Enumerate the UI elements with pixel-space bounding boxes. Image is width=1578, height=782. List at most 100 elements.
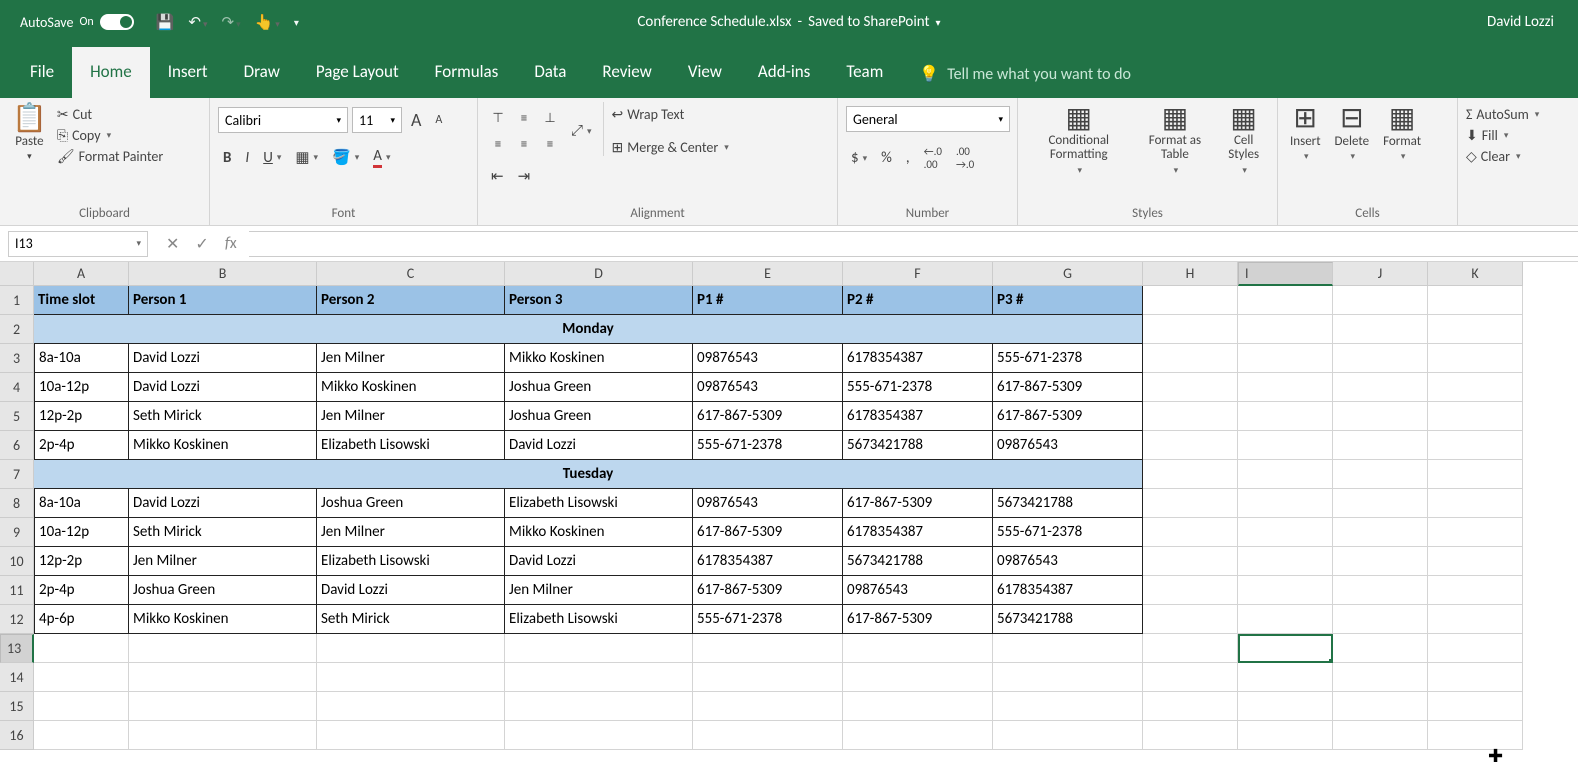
cell[interactable]: 617-867-5309 <box>993 402 1143 431</box>
cell[interactable] <box>693 692 843 721</box>
cell[interactable] <box>1333 344 1428 373</box>
cell[interactable]: P2 # <box>843 286 993 315</box>
cell[interactable]: Elizabeth Lisowski <box>317 431 505 460</box>
column-header[interactable]: J <box>1333 262 1428 286</box>
cell[interactable] <box>317 692 505 721</box>
row-header[interactable]: 13 <box>0 634 34 663</box>
cell[interactable]: Mikko Koskinen <box>317 373 505 402</box>
row-header[interactable]: 4 <box>0 373 34 402</box>
cell[interactable]: Seth Mirick <box>129 518 317 547</box>
cell[interactable] <box>1238 344 1333 373</box>
decrease-font-icon[interactable]: A <box>430 110 447 130</box>
column-header[interactable]: D <box>505 262 693 286</box>
cell[interactable]: Mikko Koskinen <box>505 344 693 373</box>
row-header[interactable]: 15 <box>0 692 34 721</box>
cell[interactable] <box>1333 402 1428 431</box>
column-header[interactable]: B <box>129 262 317 286</box>
row-header[interactable]: 5 <box>0 402 34 431</box>
align-center-icon[interactable]: ≡ <box>512 132 536 156</box>
cell[interactable]: 09876543 <box>993 431 1143 460</box>
cell[interactable]: Person 3 <box>505 286 693 315</box>
cell[interactable] <box>1428 576 1523 605</box>
cell[interactable] <box>129 692 317 721</box>
cell[interactable] <box>1238 373 1333 402</box>
italic-button[interactable]: I <box>240 146 254 170</box>
cell[interactable] <box>1333 547 1428 576</box>
font-name-select[interactable]: Calibri▾ <box>218 107 348 133</box>
cell[interactable] <box>1428 460 1523 489</box>
cell[interactable]: 12p-2p <box>34 402 129 431</box>
cell[interactable]: 6178354387 <box>843 402 993 431</box>
cell[interactable]: Jen Milner <box>317 344 505 373</box>
cell[interactable] <box>1333 692 1428 721</box>
cell[interactable] <box>1143 605 1238 634</box>
number-format-select[interactable]: General▾ <box>846 106 1010 132</box>
cell[interactable] <box>843 692 993 721</box>
cell[interactable] <box>317 663 505 692</box>
cell[interactable] <box>317 721 505 750</box>
cell[interactable] <box>505 721 693 750</box>
cell[interactable]: 555-671-2378 <box>993 518 1143 547</box>
autosum-button[interactable]: Σ AutoSum <box>1466 106 1539 123</box>
user-name[interactable]: David Lozzi <box>1487 13 1554 31</box>
decrease-indent-icon[interactable]: ⇤ <box>486 164 509 189</box>
autosave-toggle[interactable]: AutoSave On <box>20 14 134 31</box>
tab-formulas[interactable]: Formulas <box>417 47 517 98</box>
cell[interactable] <box>1428 402 1523 431</box>
cell[interactable] <box>1238 489 1333 518</box>
tab-home[interactable]: Home <box>72 47 150 98</box>
row-header[interactable]: 6 <box>0 431 34 460</box>
comma-button[interactable]: , <box>901 146 915 170</box>
bold-button[interactable]: B <box>218 146 236 170</box>
row-header[interactable]: 3 <box>0 344 34 373</box>
cell[interactable] <box>34 634 129 663</box>
increase-decimal-icon[interactable]: ←.0.00 <box>919 142 947 174</box>
cell[interactable]: 5673421788 <box>843 547 993 576</box>
cell[interactable]: Joshua Green <box>129 576 317 605</box>
column-header[interactable]: I <box>1238 262 1333 286</box>
cell[interactable]: 617-867-5309 <box>843 605 993 634</box>
cell[interactable] <box>1143 431 1238 460</box>
cell[interactable] <box>693 721 843 750</box>
row-header[interactable]: 14 <box>0 663 34 692</box>
undo-icon[interactable]: ↶ <box>188 13 207 32</box>
cell[interactable] <box>1428 547 1523 576</box>
cell[interactable]: 555-671-2378 <box>993 344 1143 373</box>
cell[interactable] <box>1238 634 1333 663</box>
cell[interactable] <box>1238 431 1333 460</box>
fill-button[interactable]: ⬇ Fill <box>1466 127 1539 144</box>
cell[interactable]: 617-867-5309 <box>693 576 843 605</box>
cell[interactable] <box>1428 721 1523 750</box>
cell[interactable] <box>693 634 843 663</box>
chevron-down-icon[interactable]: ▾ <box>936 16 941 29</box>
cell[interactable] <box>1238 576 1333 605</box>
cell[interactable]: 555-671-2378 <box>693 431 843 460</box>
cell[interactable] <box>1428 605 1523 634</box>
tab-draw[interactable]: Draw <box>226 47 298 98</box>
cell[interactable] <box>1143 402 1238 431</box>
insert-cells-button[interactable]: ⊞Insert <box>1286 102 1325 164</box>
cell[interactable]: 4p-6p <box>34 605 129 634</box>
cell[interactable] <box>993 692 1143 721</box>
cell[interactable] <box>1333 663 1428 692</box>
decrease-decimal-icon[interactable]: .00→.0 <box>951 142 979 174</box>
tab-insert[interactable]: Insert <box>150 47 226 98</box>
align-right-icon[interactable]: ≡ <box>538 132 562 156</box>
cell[interactable] <box>1238 605 1333 634</box>
fill-color-button[interactable]: 🪣 <box>327 145 364 170</box>
cancel-formula-icon[interactable]: ✕ <box>166 234 179 254</box>
delete-cells-button[interactable]: ⊟Delete <box>1331 102 1374 164</box>
copy-button[interactable]: ⎘ Copy <box>57 127 163 144</box>
cell[interactable] <box>993 721 1143 750</box>
align-top-icon[interactable]: ⊤ <box>486 106 510 130</box>
row-header[interactable]: 7 <box>0 460 34 489</box>
cell[interactable] <box>1428 431 1523 460</box>
row-header[interactable]: 11 <box>0 576 34 605</box>
cell[interactable]: 10a-12p <box>34 373 129 402</box>
cell[interactable]: 6178354387 <box>993 576 1143 605</box>
cell[interactable]: 617-867-5309 <box>993 373 1143 402</box>
cell[interactable]: 12p-2p <box>34 547 129 576</box>
cell[interactable]: Elizabeth Lisowski <box>505 489 693 518</box>
cell[interactable] <box>1333 286 1428 315</box>
cell[interactable] <box>1428 344 1523 373</box>
